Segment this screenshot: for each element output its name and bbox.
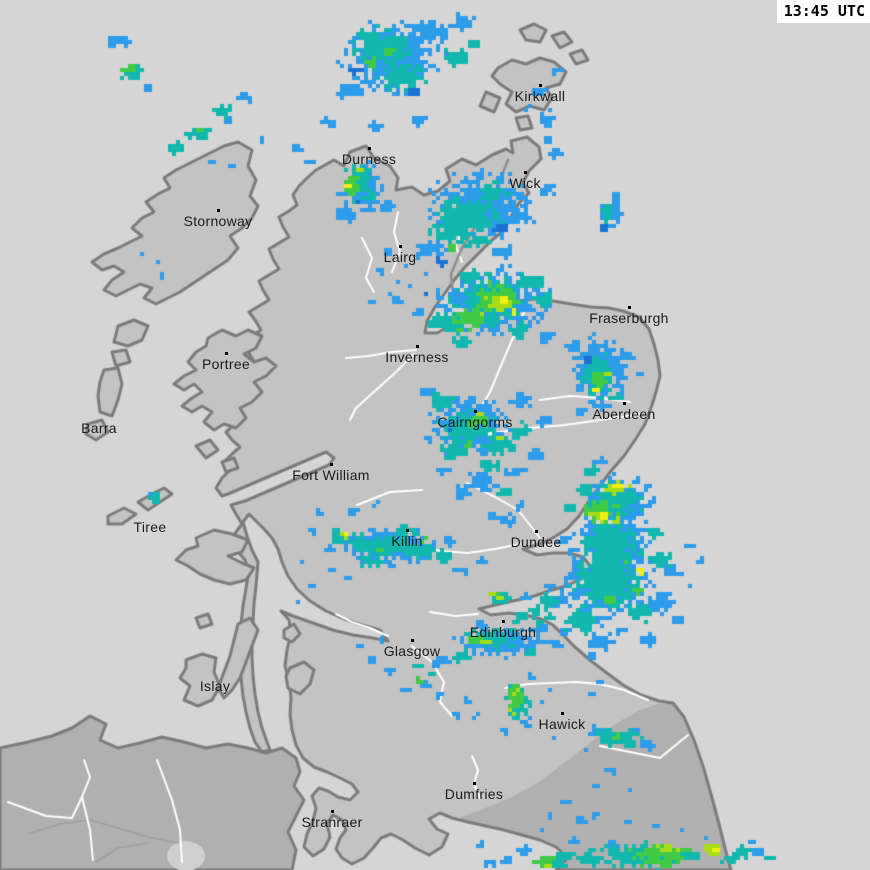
timestamp-text: 13:45 UTC xyxy=(783,2,865,20)
timestamp-badge: 13:45 UTC xyxy=(776,0,870,23)
